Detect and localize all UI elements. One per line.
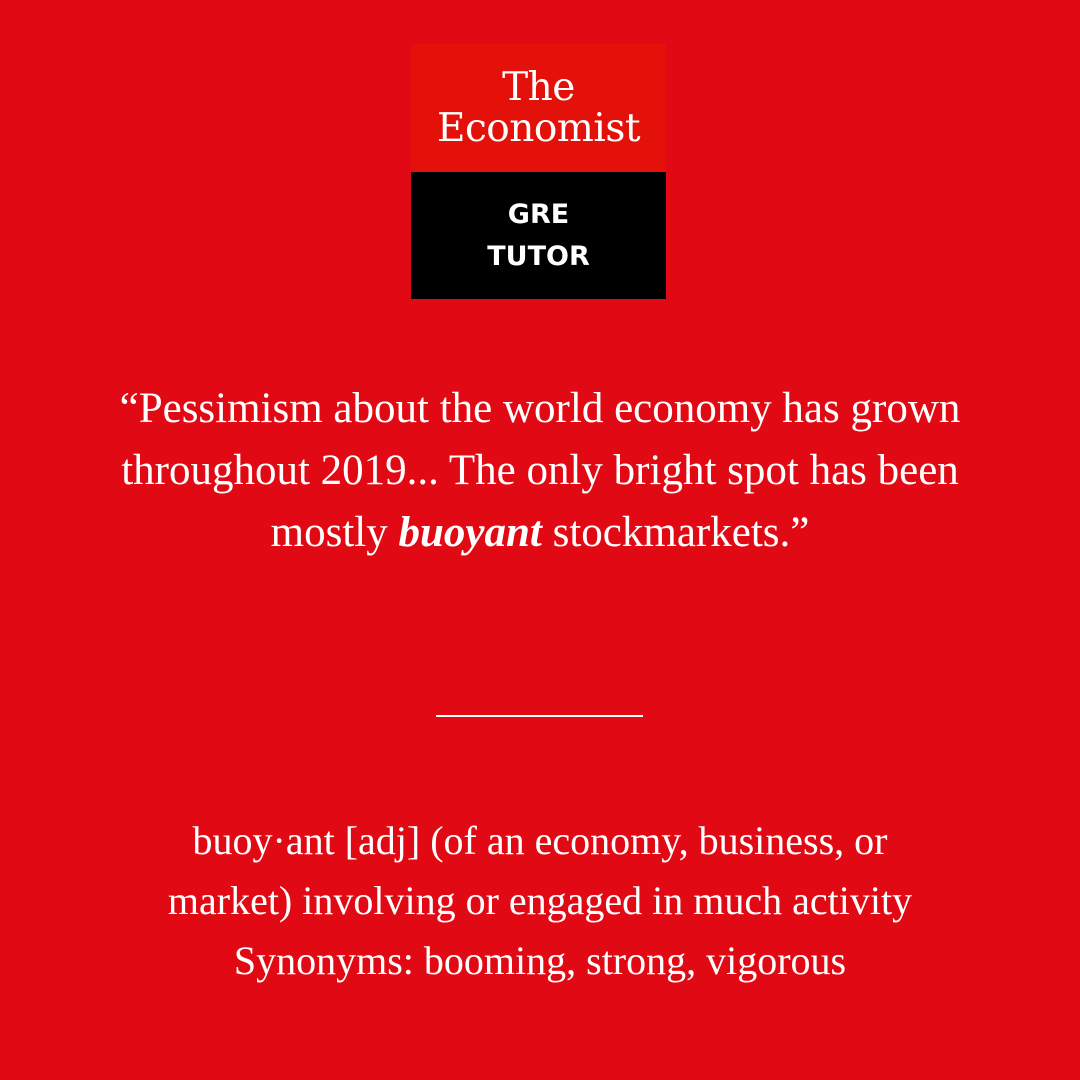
quote-highlight-word: buoyant xyxy=(398,509,542,556)
synonyms-line: Synonyms: booming, strong, vigorous xyxy=(233,938,847,983)
divider-line xyxy=(436,715,643,717)
quote-before: “Pessimism about the world economy has g… xyxy=(119,385,961,556)
quote-after: stockmarkets.” xyxy=(541,509,810,556)
economist-gre-tutor-logo: The Economist GRE TUTOR xyxy=(411,44,666,299)
definition-block: buoy·ant [adj] (of an economy, business,… xyxy=(40,811,1040,991)
logo-title-economist: Economist xyxy=(436,106,641,151)
logo-subtitle-gre: GRE xyxy=(507,198,570,230)
logo-masthead: The Economist xyxy=(411,44,666,172)
logo-subtitle-tutor: TUTOR xyxy=(487,240,590,272)
logo-title-the: The xyxy=(502,65,575,110)
logo-subtitle-block: GRE TUTOR xyxy=(411,172,666,299)
quote-text: “Pessimism about the world economy has g… xyxy=(90,378,990,564)
definition-line-2: market) involving or engaged in much act… xyxy=(167,878,913,923)
definition-line-1: buoy·ant [adj] (of an economy, business,… xyxy=(192,818,888,863)
